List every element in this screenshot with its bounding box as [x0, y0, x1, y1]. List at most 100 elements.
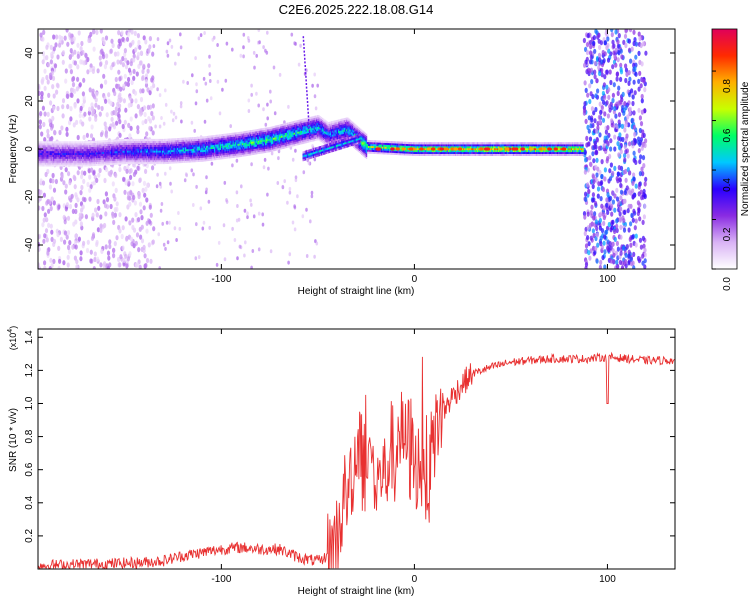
spectrogram-cell — [76, 143, 78, 146]
spectrogram-cell — [106, 151, 108, 154]
spectrogram-cell — [195, 136, 197, 140]
spectrogram-cell — [637, 31, 641, 37]
spectrogram-cell — [311, 144, 314, 149]
spectrogram-cell — [250, 83, 253, 88]
spectrogram-cell — [591, 94, 595, 100]
spectrogram-cell — [151, 146, 153, 149]
spectrogram-cell — [597, 145, 602, 151]
spectrogram-cell — [186, 152, 188, 155]
spectrogram-cell — [95, 239, 99, 246]
spectrogram-cell — [607, 221, 611, 228]
spectrogram-cell — [275, 148, 277, 151]
spectrogram-cell — [203, 149, 205, 152]
spectrogram-cell — [221, 147, 223, 150]
spectrogram-cell — [101, 146, 104, 149]
spectrogram-cell — [225, 143, 227, 146]
spectrogram-cell — [191, 73, 194, 78]
spectrogram-cell — [117, 256, 121, 263]
spectrogram-cell — [125, 168, 129, 174]
spectrogram-cell — [183, 143, 186, 146]
spectrogram-cell — [233, 136, 236, 139]
spectrogram-cell — [241, 143, 244, 146]
spectrogram-cell — [606, 156, 610, 162]
spectrogram-cell — [99, 61, 103, 67]
spectrogram-cell — [120, 148, 122, 151]
spectrogram-cell — [151, 115, 155, 121]
spectrogram-cell — [259, 140, 261, 143]
spectrogram-cell — [55, 89, 59, 95]
spectrogram-cell — [619, 224, 623, 230]
spectrogram-cell — [215, 157, 217, 161]
spectrogram-cell — [297, 120, 299, 123]
spectrogram-cell — [131, 217, 135, 223]
spectrogram-cell — [70, 143, 72, 146]
spectrogram-cell — [123, 119, 127, 125]
spectrogram-cell — [253, 135, 255, 138]
spectrogram-cell — [46, 141, 48, 144]
spectrogram-cell — [241, 146, 244, 149]
spectrogram-cell — [159, 154, 161, 157]
spectrogram-cell — [289, 122, 291, 125]
spectrogram-cell — [51, 154, 54, 157]
spectrogram-cell — [269, 136, 271, 139]
spectrogram-cell — [256, 129, 259, 132]
spectrogram-cell — [223, 151, 225, 154]
spectrogram-cell — [200, 138, 202, 141]
spectrogram-cell — [150, 146, 152, 149]
spectrogram-cell — [287, 145, 289, 148]
spectrogram-cell — [209, 147, 211, 150]
spectrogram-cell — [42, 238, 46, 244]
spectrogram-cell — [295, 141, 297, 144]
spectrogram-cell — [203, 144, 205, 147]
spectrogram-cell — [96, 256, 100, 262]
spectrogram-cell — [243, 154, 245, 157]
spectrogram-cell — [183, 141, 186, 144]
spectrogram-cell — [229, 148, 231, 151]
spectrogram-cell — [104, 145, 106, 149]
spectrogram-cell — [121, 225, 125, 231]
spectrogram-cell — [613, 236, 617, 242]
spectrogram-cell — [100, 163, 102, 166]
spectrogram-cell — [148, 150, 150, 153]
spectrogram-cell — [126, 140, 128, 143]
spectrogram-cell — [142, 244, 146, 250]
spectrogram-cell — [588, 136, 593, 142]
spectrogram-cell — [157, 142, 159, 145]
spectrogram-cell — [219, 147, 222, 150]
spectrogram-cell — [82, 141, 84, 144]
spectrogram-cell — [170, 109, 173, 114]
spectrogram-cell — [173, 138, 175, 141]
spectrogram-cell — [183, 154, 186, 158]
spectrogram-cell — [205, 141, 208, 144]
spectrogram-cell — [66, 262, 70, 268]
spectrogram-cell — [632, 251, 636, 257]
spectrogram-cell — [616, 57, 620, 63]
spectrogram-cell — [631, 188, 635, 194]
spectrogram-cell — [94, 207, 98, 213]
spectrogram-cell — [588, 222, 593, 228]
spectrogram-cell — [48, 162, 50, 165]
spectrogram-cell — [148, 158, 150, 161]
spectrogram-cell — [201, 146, 203, 149]
spectrogram-cell — [605, 84, 609, 90]
spectrogram-cell — [233, 144, 236, 147]
spectrogram-cell — [56, 160, 58, 163]
spectrogram-cell — [261, 130, 263, 133]
spectrogram-cell — [225, 148, 227, 152]
spectrogram-cell — [287, 141, 289, 144]
spectrogram-cell — [243, 208, 247, 213]
spectrogram-cell — [115, 158, 117, 161]
spectrogram-cell — [270, 134, 273, 137]
spectrogram-cell — [151, 239, 155, 245]
spectrogram-cell — [640, 61, 644, 67]
spectrogram-cell — [207, 153, 209, 156]
spectrogram-cell — [619, 182, 623, 188]
spectrogram-cell — [159, 156, 161, 159]
spectrogram-cell — [178, 139, 180, 143]
spectrogram-cell — [231, 155, 233, 159]
spectrogram-cell — [178, 161, 180, 164]
spectrogram-cell — [171, 118, 175, 123]
spectrogram-cell — [291, 123, 293, 126]
spectrogram-cell — [128, 161, 130, 165]
spectrogram-cell — [109, 147, 112, 150]
